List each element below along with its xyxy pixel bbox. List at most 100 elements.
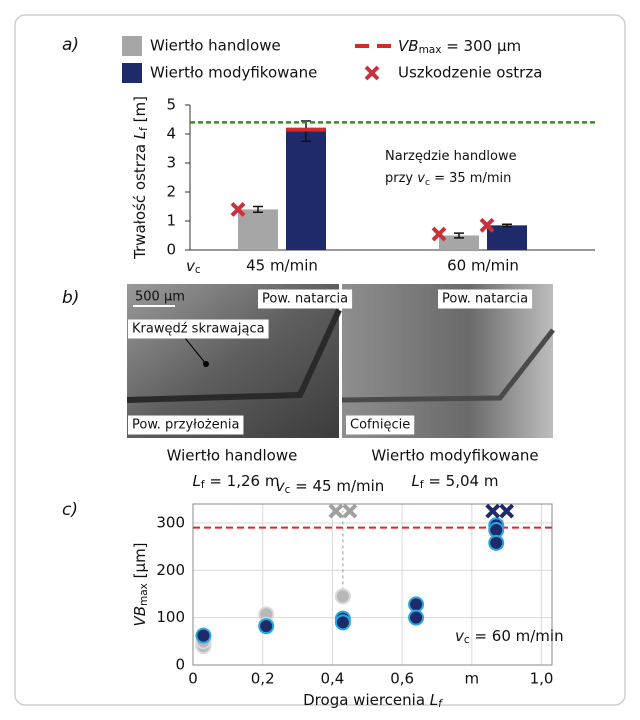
error-bar <box>253 205 263 214</box>
y-axis-label-part: Trwałość ostrza <box>131 139 149 260</box>
annotation-part: c <box>425 178 430 188</box>
edge <box>126 308 342 403</box>
cross <box>230 201 246 217</box>
image-label-box <box>128 415 244 435</box>
y-axis-label-part: max <box>138 583 150 606</box>
annotation: przy vc = 35 m/min <box>385 171 511 188</box>
y-axis-label-part: [m] <box>131 96 149 127</box>
image-label: Pow. natarcia <box>262 292 348 307</box>
point <box>334 588 351 605</box>
legend-label: Wiertło modyfikowane <box>150 64 317 82</box>
image-label-box <box>258 289 353 309</box>
annotation-part: c <box>464 634 470 646</box>
image-label: Krawędź skrawająca <box>132 322 265 337</box>
legend-swatch <box>122 63 142 83</box>
cross <box>364 65 380 81</box>
edge <box>341 328 555 403</box>
frame <box>14 14 626 706</box>
x-tick-label: m <box>465 670 480 688</box>
x-tick-label: 0,6 <box>390 670 414 688</box>
whisker <box>253 205 263 214</box>
legend-label-part: = 300 µm <box>441 37 521 55</box>
point <box>408 609 425 626</box>
bar <box>439 235 479 250</box>
annotation-part: v <box>455 627 465 645</box>
whisker <box>454 232 464 239</box>
whisker <box>502 223 512 228</box>
point <box>195 627 212 644</box>
y-tick-label: 200 <box>156 561 185 579</box>
image-label-box <box>438 289 533 309</box>
x-axis-label-part: f <box>438 698 444 710</box>
damage-marker <box>342 503 358 519</box>
y-tick-label: 2 <box>166 183 176 201</box>
image-length-part: L <box>412 472 420 490</box>
plot-border <box>192 503 553 666</box>
bar <box>286 131 326 250</box>
y-axis-label: VBmax [µm] <box>131 542 151 626</box>
point <box>258 618 275 635</box>
image-caption: Wiertło handlowe <box>167 447 298 465</box>
annotation-part: = 60 m/min <box>470 627 564 645</box>
cross <box>431 226 447 242</box>
damage-marker <box>479 217 495 233</box>
annotation: Narzędzie handlowe <box>385 149 517 164</box>
damage-marker <box>499 503 515 519</box>
point <box>408 596 425 613</box>
image-label-box <box>346 415 415 435</box>
x-axis-label: vc <box>186 257 201 277</box>
y-tick-label: 100 <box>156 608 185 626</box>
image-label: Pow. natarcia <box>442 292 528 307</box>
damage-marker <box>230 201 246 217</box>
image-length-part: f <box>201 479 205 491</box>
image-length-part: L <box>193 472 201 490</box>
legend-label: Wiertło handlowe <box>150 37 281 55</box>
image-length-part: f <box>420 479 424 491</box>
y-axis-label-part: VB <box>131 606 149 627</box>
x-tick-label: 0 <box>188 670 198 688</box>
y-tick-label: 3 <box>166 154 176 172</box>
y-tick-label: 1 <box>166 212 176 230</box>
cross <box>342 503 358 519</box>
annotation-part: v <box>417 171 425 186</box>
legend-label: VBmax = 300 µm <box>398 37 521 57</box>
y-axis-label-part: L <box>131 131 149 139</box>
bar <box>238 209 278 250</box>
image-length-part: = 1,26 m <box>205 472 280 490</box>
image-speed-part: = 45 m/min <box>290 477 384 495</box>
damage-marker <box>431 226 447 242</box>
cross <box>499 503 515 519</box>
image-speed: vc = 45 m/min <box>276 477 385 497</box>
damage-marker <box>328 503 344 519</box>
damage-marker <box>364 65 380 81</box>
x-axis-label-part: c <box>195 264 201 276</box>
annotation: vc = 60 m/min <box>455 627 564 647</box>
scale-label: 500 µm <box>135 290 185 305</box>
cross <box>485 503 501 519</box>
damage-marker <box>485 503 501 519</box>
image-speed-part: c <box>285 484 291 496</box>
x-tick-label: 0,2 <box>251 670 275 688</box>
x-axis-label-part: v <box>186 257 196 275</box>
image-caption: Wiertło modyfikowane <box>371 447 538 465</box>
x-tick-label: 45 m/min <box>246 257 318 275</box>
annotation-part: przy <box>385 171 417 186</box>
y-tick-label: 300 <box>156 513 185 531</box>
image-length: Lf = 1,26 m <box>193 472 280 492</box>
annotation-part: = 35 m/min <box>430 171 511 186</box>
micrograph <box>127 284 339 438</box>
y-tick-label: 4 <box>166 125 176 143</box>
error-bar <box>502 223 512 228</box>
y-tick-label: 5 <box>166 96 176 114</box>
y-axis-label-part: [µm] <box>131 542 149 583</box>
cross <box>328 503 344 519</box>
micrograph <box>342 284 553 438</box>
error-bar <box>454 232 464 239</box>
cross <box>479 217 495 233</box>
legend-label-part: max <box>419 44 442 56</box>
panel-label: c) <box>62 500 78 520</box>
legend-swatch <box>122 36 142 56</box>
image-label-box <box>128 319 269 339</box>
image-label: Cofnięcie <box>350 418 410 433</box>
pointer <box>184 337 207 365</box>
